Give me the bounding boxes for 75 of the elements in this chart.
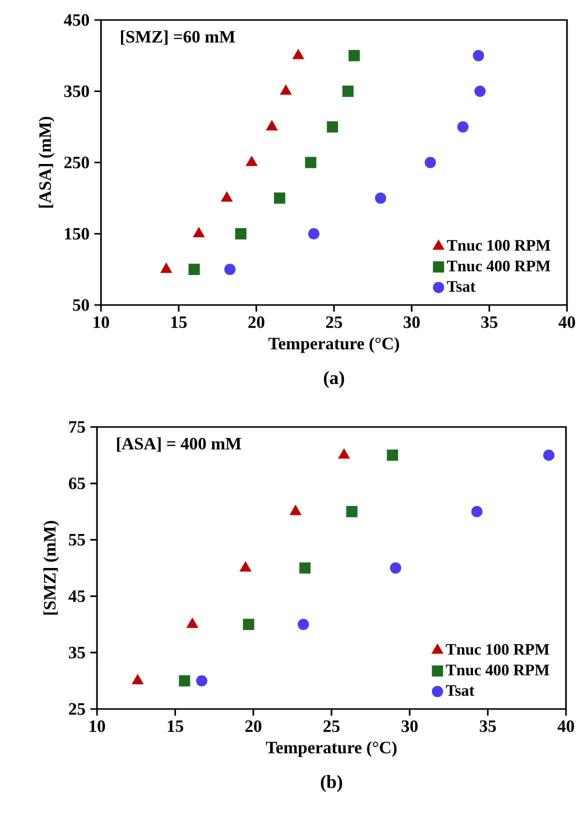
point xyxy=(474,86,486,97)
point xyxy=(193,227,205,238)
point xyxy=(298,618,309,630)
point xyxy=(348,50,360,62)
point xyxy=(390,562,402,574)
point xyxy=(160,262,172,273)
legend-label: Tsat xyxy=(446,685,474,696)
x-tick-label: 35 xyxy=(480,720,496,732)
point xyxy=(338,448,350,459)
point xyxy=(224,264,236,275)
point xyxy=(132,674,144,684)
y-tick-label: 55 xyxy=(68,534,85,546)
x-tick-label: 15 xyxy=(171,316,187,328)
point xyxy=(221,191,233,202)
point xyxy=(188,264,200,275)
point xyxy=(178,675,190,686)
y-tick-label: 250 xyxy=(64,156,89,168)
x-axis-title: Temperature (°C) xyxy=(266,741,397,757)
x-tick-label: 20 xyxy=(245,720,262,732)
point xyxy=(196,675,208,686)
x-tick-label: 25 xyxy=(324,720,340,732)
x-tick-label: 10 xyxy=(90,720,106,732)
point xyxy=(186,618,198,628)
y-tick-label: 50 xyxy=(72,299,89,311)
x-tick-label: 40 xyxy=(558,316,576,328)
x-tick-label: 25 xyxy=(326,316,342,328)
point xyxy=(240,561,252,572)
legend-label: Tnuc 400 RPM xyxy=(446,260,550,272)
point xyxy=(424,156,436,168)
annotation: [ASA] = 400 mM xyxy=(117,437,242,452)
point xyxy=(326,121,338,132)
point xyxy=(305,156,316,168)
x-tick-label: 15 xyxy=(168,720,184,732)
x-tick-label: 35 xyxy=(481,316,498,328)
x-tick-label: 40 xyxy=(558,720,574,732)
y-tick-label: 75 xyxy=(69,421,85,433)
point xyxy=(266,120,278,130)
x-tick-label: 30 xyxy=(404,316,420,328)
legend-label: Tnuc 100 RPM xyxy=(446,240,550,251)
y-tick-label: 350 xyxy=(64,85,89,98)
y-tick-label: 35 xyxy=(68,646,85,658)
point xyxy=(292,48,304,60)
point xyxy=(290,504,302,516)
point xyxy=(342,86,354,97)
point xyxy=(246,156,258,166)
y-axis-title: [ASA] (mM) xyxy=(38,116,54,208)
point xyxy=(386,450,398,461)
point xyxy=(299,562,311,574)
y-tick-label: 45 xyxy=(68,590,85,602)
point xyxy=(543,450,554,461)
point xyxy=(346,506,358,518)
annotation: [SMZ] =60 mM xyxy=(120,30,235,45)
y-tick-label: 450 xyxy=(64,14,89,26)
y-axis-title: [SMZ] (mM) xyxy=(43,520,60,615)
x-tick-label: 20 xyxy=(248,316,264,328)
point xyxy=(235,228,246,240)
point xyxy=(308,228,320,240)
y-tick-label: 150 xyxy=(65,228,89,240)
point xyxy=(374,192,386,204)
point xyxy=(243,618,254,630)
point xyxy=(280,84,292,95)
text: (b) xyxy=(320,775,342,792)
y-tick-label: 25 xyxy=(69,703,85,715)
point xyxy=(274,192,286,204)
point xyxy=(471,506,482,518)
x-tick-label: 30 xyxy=(402,720,418,732)
x-tick-label: 10 xyxy=(94,316,110,328)
text: (a) xyxy=(324,371,344,388)
y-tick-label: 65 xyxy=(68,478,85,490)
x-axis-title: Temperature (°C) xyxy=(268,337,400,353)
legend-label: Tnuc 400 RPM xyxy=(446,664,550,676)
legend-label: Tsat xyxy=(446,281,476,292)
point xyxy=(457,121,469,132)
point xyxy=(472,50,484,62)
legend-label: Tnuc 100 RPM xyxy=(446,644,550,655)
